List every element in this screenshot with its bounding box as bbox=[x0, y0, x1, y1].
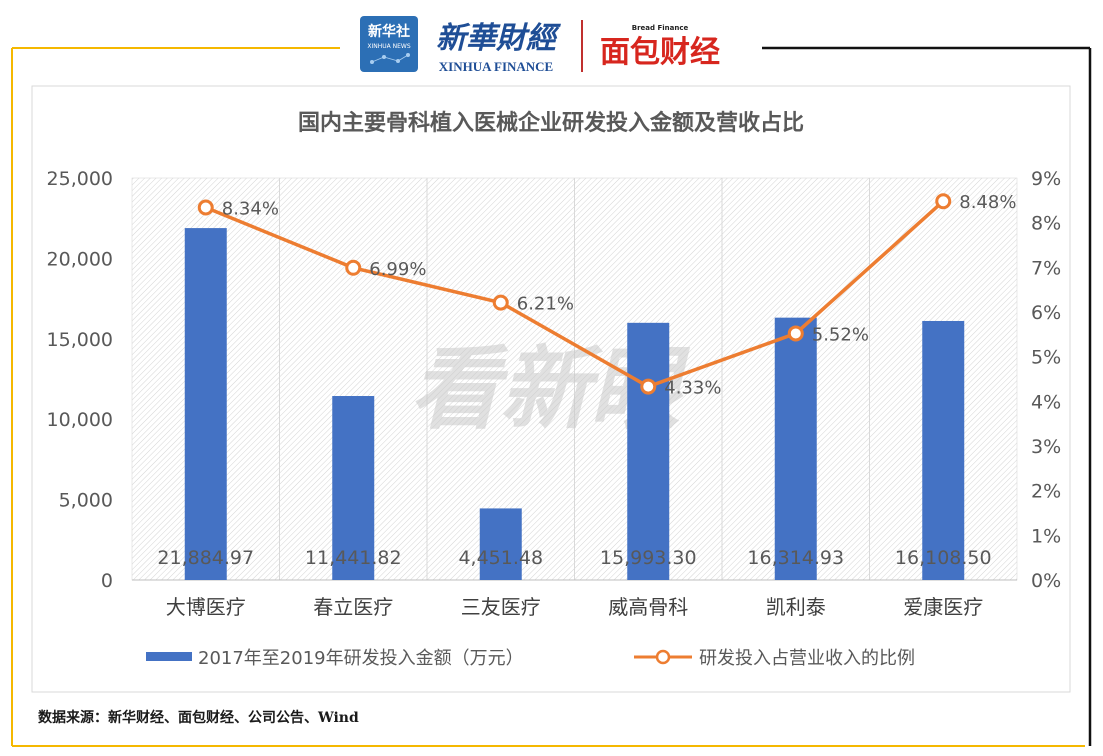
line-marker bbox=[935, 193, 952, 210]
left-axis-tick-label: 0 bbox=[101, 570, 113, 592]
svg-text:新华社: 新华社 bbox=[368, 23, 410, 40]
bar bbox=[774, 317, 817, 580]
right-axis-tick-label: 5% bbox=[1031, 347, 1061, 369]
xinhua-news-logo: 新华社 XINHUA NEWS bbox=[360, 16, 418, 72]
xinhua-finance-logo: 新華財經 XINHUA FINANCE bbox=[436, 21, 561, 74]
right-axis-tick-label: 4% bbox=[1031, 391, 1061, 413]
bar-series bbox=[184, 228, 965, 581]
category-label: 威高骨科 bbox=[608, 595, 688, 619]
legend: 2017年至2019年研发投入金额（万元） 研发投入占营业收入的比例 bbox=[146, 648, 915, 669]
legend-bar-swatch bbox=[146, 652, 192, 661]
svg-text:Bread Finance: Bread Finance bbox=[632, 24, 689, 32]
left-axis-tick-label: 15,000 bbox=[47, 329, 113, 351]
category-label: 三友医疗 bbox=[461, 595, 541, 619]
source-note: 数据来源：新华财经、面包财经、公司公告、Wind bbox=[38, 710, 359, 726]
right-axis-tick-label: 7% bbox=[1031, 257, 1061, 279]
right-axis-tick-label: 8% bbox=[1031, 213, 1061, 235]
chart-title: 国内主要骨科植入医械企业研发投入金额及营收占比 bbox=[298, 110, 804, 136]
bar-value-label: 11,441.82 bbox=[305, 547, 402, 569]
left-axis-ticks: 0 5,000 10,000 15,000 20,000 25,000 bbox=[47, 168, 113, 592]
legend-line-label: 研发投入占营业收入的比例 bbox=[699, 648, 915, 669]
line-marker bbox=[787, 325, 804, 342]
line-value-labels: 8.34% 6.99% 6.21% 4.33% 5.52% 8.48% bbox=[222, 192, 1017, 398]
right-axis-ticks: 0% 1% 2% 3% 4% 5% 6% 7% 8% 9% bbox=[1031, 168, 1061, 592]
left-axis-tick-label: 5,000 bbox=[59, 490, 113, 512]
bread-finance-logo: Bread Finance 面包财经 bbox=[600, 24, 720, 70]
right-axis-tick-label: 0% bbox=[1031, 570, 1061, 592]
bar bbox=[922, 320, 965, 580]
line-marker bbox=[492, 294, 509, 311]
line-path bbox=[205, 199, 945, 389]
category-label: 春立医疗 bbox=[313, 595, 393, 619]
category-labels: 大博医疗 春立医疗 三友医疗 威高骨科 凯利泰 爱康医疗 bbox=[166, 595, 984, 619]
right-axis-tick-label: 6% bbox=[1031, 302, 1061, 324]
line-value-label: 4.33% bbox=[664, 378, 721, 399]
line-value-label: 8.34% bbox=[222, 198, 279, 219]
line-value-label: 6.99% bbox=[369, 259, 426, 280]
line-value-label: 8.48% bbox=[959, 192, 1016, 213]
bar bbox=[184, 228, 227, 581]
bar-value-label: 16,314.93 bbox=[747, 547, 844, 569]
bar-value-label: 15,993.30 bbox=[600, 547, 697, 569]
category-label: 大博医疗 bbox=[166, 595, 246, 619]
legend-bar-label: 2017年至2019年研发投入金额（万元） bbox=[198, 648, 524, 669]
left-axis-tick-label: 10,000 bbox=[47, 409, 113, 431]
line-series bbox=[197, 193, 952, 395]
category-label: 凯利泰 bbox=[766, 595, 826, 619]
bar bbox=[627, 322, 670, 580]
bar-value-label: 16,108.50 bbox=[895, 547, 992, 569]
right-axis-tick-label: 1% bbox=[1031, 525, 1061, 547]
left-axis-tick-label: 20,000 bbox=[47, 248, 113, 270]
right-axis-tick-label: 3% bbox=[1031, 436, 1061, 458]
bar-value-labels: 21,884.97 11,441.82 4,451.48 15,993.30 16,31… bbox=[157, 547, 991, 569]
line-value-label: 5.52% bbox=[812, 324, 869, 345]
bar-value-label: 21,884.97 bbox=[157, 547, 254, 569]
line-marker bbox=[197, 199, 214, 216]
left-axis-tick-label: 25,000 bbox=[47, 168, 113, 190]
bar bbox=[332, 396, 375, 580]
line-value-label: 6.21% bbox=[517, 294, 574, 315]
line-marker bbox=[345, 259, 362, 276]
gridlines bbox=[132, 178, 1017, 581]
line-marker bbox=[640, 378, 657, 395]
svg-text:XINHUA FINANCE: XINHUA FINANCE bbox=[439, 59, 553, 74]
legend-line-marker bbox=[655, 649, 671, 665]
bar bbox=[479, 508, 522, 580]
svg-text:新華財經: 新華財經 bbox=[436, 21, 561, 56]
bar-value-label: 4,451.48 bbox=[458, 547, 543, 569]
right-axis-tick-label: 2% bbox=[1031, 481, 1061, 503]
category-label: 爱康医疗 bbox=[903, 595, 983, 619]
right-axis-tick-label: 9% bbox=[1031, 168, 1061, 190]
svg-text:XINHUA NEWS: XINHUA NEWS bbox=[367, 43, 410, 50]
svg-text:面包财经: 面包财经 bbox=[600, 35, 720, 70]
outer-frame bbox=[11, 46, 1092, 747]
